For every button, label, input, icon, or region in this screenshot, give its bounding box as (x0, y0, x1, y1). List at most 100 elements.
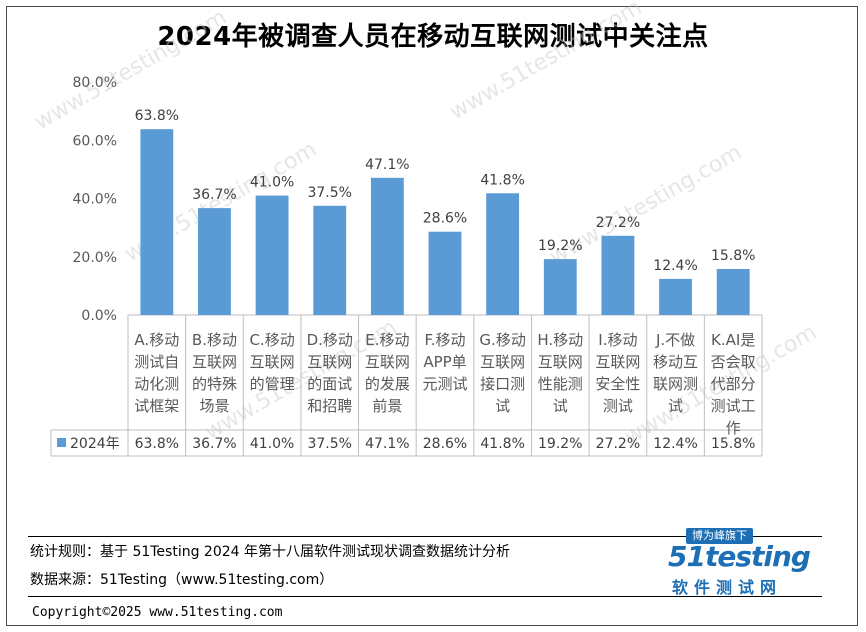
category-label: 试 (668, 397, 683, 415)
category-label: 的面试 (307, 375, 352, 393)
category-label: G.移动 (479, 331, 525, 349)
category-label: 测试 (603, 397, 633, 415)
bar (255, 195, 289, 315)
statistics-rule-text: 统计规则：基于 51Testing 2024 年第十八届软件测试现状调查数据统计… (30, 544, 511, 560)
category-label: 互联网 (595, 353, 640, 371)
category-label: 元测试 (422, 375, 467, 393)
data-label: 28.6% (423, 211, 467, 227)
table-value: 19.2% (538, 436, 582, 452)
category-label: 和招聘 (307, 397, 352, 415)
table-value: 15.8% (711, 436, 755, 452)
figure-frame (6, 6, 858, 626)
category-label: 互联网 (538, 353, 583, 371)
category-label: 互联网 (192, 353, 237, 371)
data-label: 36.7% (192, 187, 236, 203)
table-value: 63.8% (135, 436, 179, 452)
category-label: 试框架 (134, 397, 179, 415)
table-value: 47.1% (365, 436, 409, 452)
category-label: 否会取 (711, 353, 756, 371)
data-label: 41.8% (480, 172, 524, 188)
table-value: 28.6% (423, 436, 467, 452)
category-label: 试 (495, 397, 510, 415)
table-value: 41.0% (250, 436, 294, 452)
category-label: 互联网 (250, 353, 295, 371)
data-label: 19.2% (538, 238, 582, 254)
watermark-text: www.51testing.com (446, 0, 647, 125)
bar (140, 129, 174, 315)
footer-rule-bottom (28, 596, 822, 597)
category-label: 场景 (199, 397, 229, 415)
logo-subtitle: 软件测试网 (672, 578, 783, 597)
table-value: 41.8% (480, 436, 524, 452)
category-label: K.AI是 (711, 331, 755, 349)
category-label: 作 (726, 419, 741, 437)
y-tick-label: 40.0% (73, 192, 117, 208)
category-label: 互联网 (307, 353, 352, 371)
bar (370, 177, 404, 315)
category-label: 互联网 (480, 353, 525, 371)
table-value: 37.5% (307, 436, 351, 452)
logo-brand: 51testing (668, 540, 811, 573)
data-label: 47.1% (365, 157, 409, 173)
category-label: 的特殊 (192, 375, 237, 393)
legend-swatch (57, 438, 66, 447)
bar (716, 268, 750, 315)
table-value: 12.4% (653, 436, 697, 452)
data-source-text: 数据来源：51Testing（www.51testing.com） (30, 572, 334, 588)
data-label: 63.8% (135, 108, 179, 124)
bar (428, 231, 462, 315)
category-label: I.移动 (598, 331, 637, 349)
y-tick-label: 60.0% (73, 133, 117, 149)
chart-title: 2024年被调查人员在移动互联网测试中关注点 (157, 22, 709, 52)
y-tick-label: 80.0% (73, 75, 117, 91)
y-axis: 0.0% 20.0% 40.0% 60.0% 80.0% (73, 75, 762, 324)
data-labels: 63.8% 36.7% 41.0% 37.5% 47.1% 28.6% 41.8% 19.2%… (135, 108, 756, 274)
category-label: A.移动 (134, 331, 179, 349)
category-label: 动化测 (134, 375, 179, 393)
51testing-logo: 博为峰旗下 51testing 软件测试网 (664, 528, 814, 597)
category-label: B.移动 (192, 331, 237, 349)
legend-label: 2024年 (70, 436, 120, 452)
category-label: 移动互 (653, 353, 698, 371)
category-label: 的发展 (365, 375, 410, 393)
category-label: E.移动 (365, 331, 409, 349)
bar (659, 278, 692, 315)
category-label: 安全性 (595, 375, 640, 393)
bar (198, 208, 231, 315)
category-label: 联网测 (653, 375, 698, 393)
bar (543, 259, 577, 315)
y-tick-label: 20.0% (73, 250, 117, 266)
table-value: 27.2% (596, 436, 640, 452)
category-label: 前景 (372, 397, 402, 415)
category-label: 接口测 (480, 375, 525, 393)
category-label: 的管理 (250, 375, 295, 393)
category-label: 代部分 (711, 375, 756, 393)
bar (486, 193, 520, 315)
category-label: 试 (553, 397, 568, 415)
logo-badge: 博为峰旗下 (686, 528, 753, 544)
category-label: 性能测 (538, 375, 583, 393)
bar-chart: www.51testing.com www.51testing.comwww.51… (31, 0, 821, 457)
watermark-text: www.51testing.com (31, 5, 232, 135)
copyright-text: Copyright©2025 www.51testing.com (32, 605, 283, 620)
footer-rule-top (28, 536, 822, 537)
category-label: 测试工 (711, 397, 756, 415)
data-label: 27.2% (596, 215, 640, 231)
category-label: C.移动 (249, 331, 294, 349)
bars (140, 129, 750, 315)
category-label: APP单 (423, 353, 466, 371)
category-label: 测试自 (134, 353, 179, 371)
y-tick-label: 0.0% (81, 308, 117, 324)
bar (313, 205, 347, 315)
data-label: 15.8% (711, 248, 755, 264)
category-label: 互联网 (365, 353, 410, 371)
data-label: 12.4% (653, 258, 697, 274)
category-label: F.移动 (425, 331, 466, 349)
data-label: 37.5% (307, 185, 351, 201)
data-label: 41.0% (250, 175, 294, 191)
bar (601, 235, 635, 315)
category-label: H.移动 (537, 331, 583, 349)
category-label: D.移动 (307, 331, 353, 349)
category-label: J.不做 (655, 331, 695, 349)
